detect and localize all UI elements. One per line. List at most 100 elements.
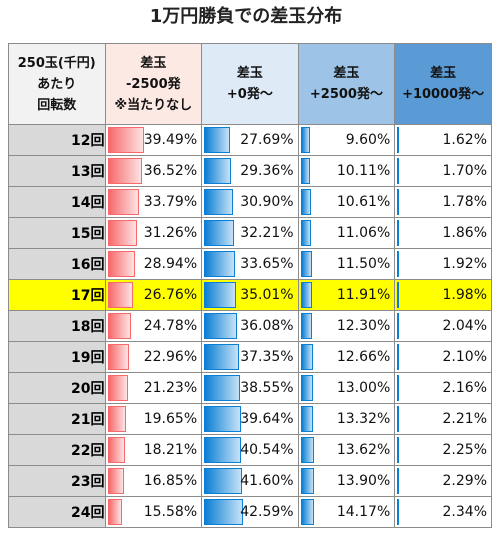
gain-data-bar bbox=[300, 468, 314, 494]
value-cell: 39.49% bbox=[104, 124, 203, 156]
row-label: 23回 bbox=[8, 465, 106, 497]
gain-data-bar bbox=[300, 127, 310, 153]
value-cell: 2.10% bbox=[394, 341, 492, 373]
value-cell: 21.23% bbox=[104, 372, 203, 404]
value-text: 28.94% bbox=[143, 256, 198, 272]
value-text: 16.85% bbox=[143, 473, 198, 489]
value-text: 39.64% bbox=[240, 411, 294, 427]
value-text: 13.32% bbox=[336, 411, 391, 427]
value-text: 19.65% bbox=[143, 411, 198, 427]
loss-data-bar bbox=[107, 189, 139, 215]
value-text: 1.92% bbox=[442, 256, 487, 272]
value-text: 33.79% bbox=[143, 194, 198, 210]
value-text: 27.69% bbox=[240, 132, 294, 148]
gain-data-bar bbox=[397, 282, 400, 308]
value-cell: 15.58% bbox=[104, 496, 203, 528]
header-line: 差玉 bbox=[333, 66, 360, 81]
value-text: 42.59% bbox=[240, 504, 294, 520]
value-cell: 2.34% bbox=[394, 496, 492, 528]
value-text: 2.29% bbox=[442, 473, 487, 489]
value-text: 2.21% bbox=[442, 411, 487, 427]
table-row: 12回 39.49% 27.69% 9.60% 1.62% bbox=[8, 124, 492, 156]
value-cell: 2.25% bbox=[394, 434, 492, 466]
gain-data-bar bbox=[300, 158, 310, 184]
value-text: 30.90% bbox=[240, 194, 294, 210]
loss-data-bar bbox=[107, 375, 128, 401]
value-cell: 31.26% bbox=[104, 217, 203, 249]
gain-data-bar bbox=[204, 127, 231, 153]
value-text: 12.30% bbox=[336, 318, 391, 334]
value-text: 13.90% bbox=[336, 473, 391, 489]
header-plus10000: 差玉 +10000発～ bbox=[394, 43, 492, 125]
gain-data-bar bbox=[397, 189, 400, 215]
value-text: 14.17% bbox=[336, 504, 391, 520]
value-cell: 16.85% bbox=[104, 465, 203, 497]
value-text: 1.62% bbox=[442, 132, 487, 148]
value-text: 39.49% bbox=[143, 132, 198, 148]
header-line: +0発～ bbox=[226, 87, 273, 102]
value-text: 1.78% bbox=[442, 194, 487, 210]
gain-data-bar bbox=[300, 313, 312, 339]
value-cell: 26.76% bbox=[104, 279, 203, 311]
value-cell: 36.08% bbox=[201, 310, 299, 342]
value-text: 37.35% bbox=[240, 349, 294, 365]
value-text: 1.98% bbox=[442, 287, 487, 303]
value-cell: 29.36% bbox=[201, 155, 299, 187]
table-row: 13回 36.52% 29.36% 10.11% 1.70% bbox=[8, 155, 492, 187]
header-line: 250玉(千円) bbox=[17, 55, 96, 71]
value-text: 18.21% bbox=[143, 442, 198, 458]
value-text: 10.61% bbox=[336, 194, 391, 210]
gain-data-bar bbox=[204, 468, 243, 494]
gain-data-bar bbox=[204, 313, 238, 339]
gain-data-bar bbox=[300, 189, 311, 215]
gain-data-bar bbox=[300, 282, 312, 308]
gain-data-bar bbox=[300, 437, 314, 463]
header-line: +10000発～ bbox=[402, 87, 485, 102]
gain-data-bar bbox=[204, 251, 236, 277]
value-cell: 10.61% bbox=[297, 186, 396, 218]
value-cell: 39.64% bbox=[201, 403, 299, 435]
value-text: 11.50% bbox=[336, 256, 391, 272]
value-cell: 38.55% bbox=[201, 372, 299, 404]
row-label: 20回 bbox=[8, 372, 106, 404]
loss-data-bar bbox=[107, 499, 122, 525]
value-text: 24.78% bbox=[143, 318, 198, 334]
table-row: 20回 21.23% 38.55% 13.00% 2.16% bbox=[8, 372, 492, 404]
header-line: 差玉 bbox=[140, 55, 167, 71]
value-cell: 1.92% bbox=[394, 248, 492, 280]
value-cell: 27.69% bbox=[201, 124, 299, 156]
loss-data-bar bbox=[107, 437, 125, 463]
header-spins: 250玉(千円) あたり 回転数 bbox=[8, 43, 106, 125]
row-label: 15回 bbox=[8, 217, 106, 249]
header-line: -2500発 bbox=[126, 76, 181, 92]
value-cell: 9.60% bbox=[297, 124, 396, 156]
value-text: 29.36% bbox=[240, 163, 294, 179]
gain-data-bar bbox=[397, 344, 400, 370]
gain-data-bar bbox=[397, 375, 400, 401]
gain-data-bar bbox=[204, 189, 234, 215]
value-text: 15.58% bbox=[143, 504, 198, 520]
value-cell: 30.90% bbox=[201, 186, 299, 218]
header-line: +2500発～ bbox=[309, 87, 383, 102]
value-text: 2.04% bbox=[442, 318, 487, 334]
table-row: 24回 15.58% 42.59% 14.17% 2.34% bbox=[8, 496, 492, 528]
loss-data-bar bbox=[107, 344, 129, 370]
value-text: 9.60% bbox=[345, 132, 391, 148]
table-row: 15回 31.26% 32.21% 11.06% 1.86% bbox=[8, 217, 492, 249]
table-row: 22回 18.21% 40.54% 13.62% 2.25% bbox=[8, 434, 492, 466]
value-text: 12.66% bbox=[336, 349, 391, 365]
value-text: 41.60% bbox=[240, 473, 294, 489]
value-cell: 32.21% bbox=[201, 217, 299, 249]
table-row: 21回 19.65% 39.64% 13.32% 2.21% bbox=[8, 403, 492, 435]
value-cell: 1.78% bbox=[394, 186, 492, 218]
value-cell: 22.96% bbox=[104, 341, 203, 373]
row-label: 21回 bbox=[8, 403, 106, 435]
gain-data-bar bbox=[300, 406, 313, 432]
value-cell: 1.98% bbox=[394, 279, 492, 311]
value-cell: 18.21% bbox=[104, 434, 203, 466]
value-text: 31.26% bbox=[143, 225, 198, 241]
gain-data-bar bbox=[397, 499, 400, 525]
value-text: 2.34% bbox=[442, 504, 487, 520]
header-plus0: 差玉 +0発～ bbox=[201, 43, 299, 125]
value-cell: 2.29% bbox=[394, 465, 492, 497]
